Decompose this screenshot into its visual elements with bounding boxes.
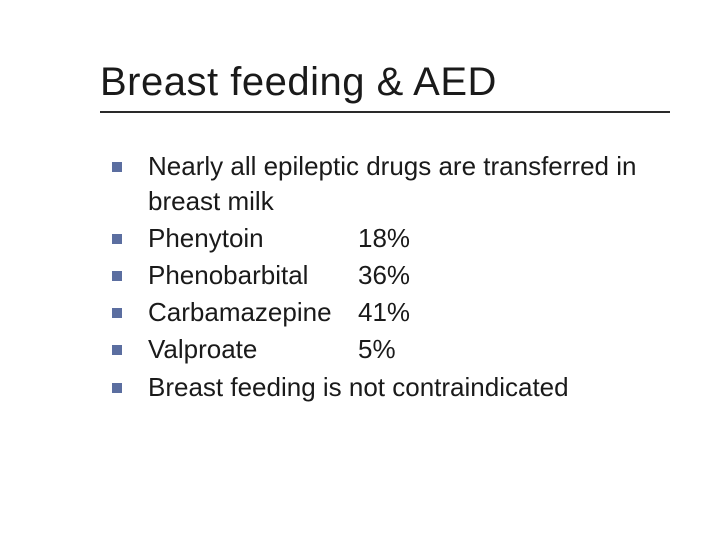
bullet-square-icon bbox=[112, 308, 122, 318]
bullet-square-icon bbox=[112, 345, 122, 355]
drug-name: Carbamazepine bbox=[148, 295, 358, 330]
slide-title: Breast feeding & AED bbox=[100, 60, 670, 105]
bullet-list: Nearly all epileptic drugs are transferr… bbox=[100, 149, 670, 405]
list-item: Phenobarbital 36% bbox=[112, 258, 670, 293]
drug-percent: 36% bbox=[358, 258, 670, 293]
list-item: Carbamazepine 41% bbox=[112, 295, 670, 330]
list-item-text: Nearly all epileptic drugs are transferr… bbox=[148, 151, 636, 216]
drug-percent: 18% bbox=[358, 221, 670, 256]
list-item: Phenytoin 18% bbox=[112, 221, 670, 256]
bullet-square-icon bbox=[112, 271, 122, 281]
drug-name: Phenobarbital bbox=[148, 258, 358, 293]
drug-percent: 41% bbox=[358, 295, 670, 330]
title-underline: Breast feeding & AED bbox=[100, 60, 670, 113]
list-item: Nearly all epileptic drugs are transferr… bbox=[112, 149, 670, 219]
list-item-text: Breast feeding is not contraindicated bbox=[148, 372, 569, 402]
bullet-square-icon bbox=[112, 383, 122, 393]
bullet-square-icon bbox=[112, 162, 122, 172]
drug-percent: 5% bbox=[358, 332, 670, 367]
list-item: Valproate 5% bbox=[112, 332, 670, 367]
bullet-square-icon bbox=[112, 234, 122, 244]
drug-name: Valproate bbox=[148, 332, 358, 367]
slide: Breast feeding & AED Nearly all epilepti… bbox=[0, 0, 720, 540]
list-item: Breast feeding is not contraindicated bbox=[112, 370, 670, 405]
drug-name: Phenytoin bbox=[148, 221, 358, 256]
